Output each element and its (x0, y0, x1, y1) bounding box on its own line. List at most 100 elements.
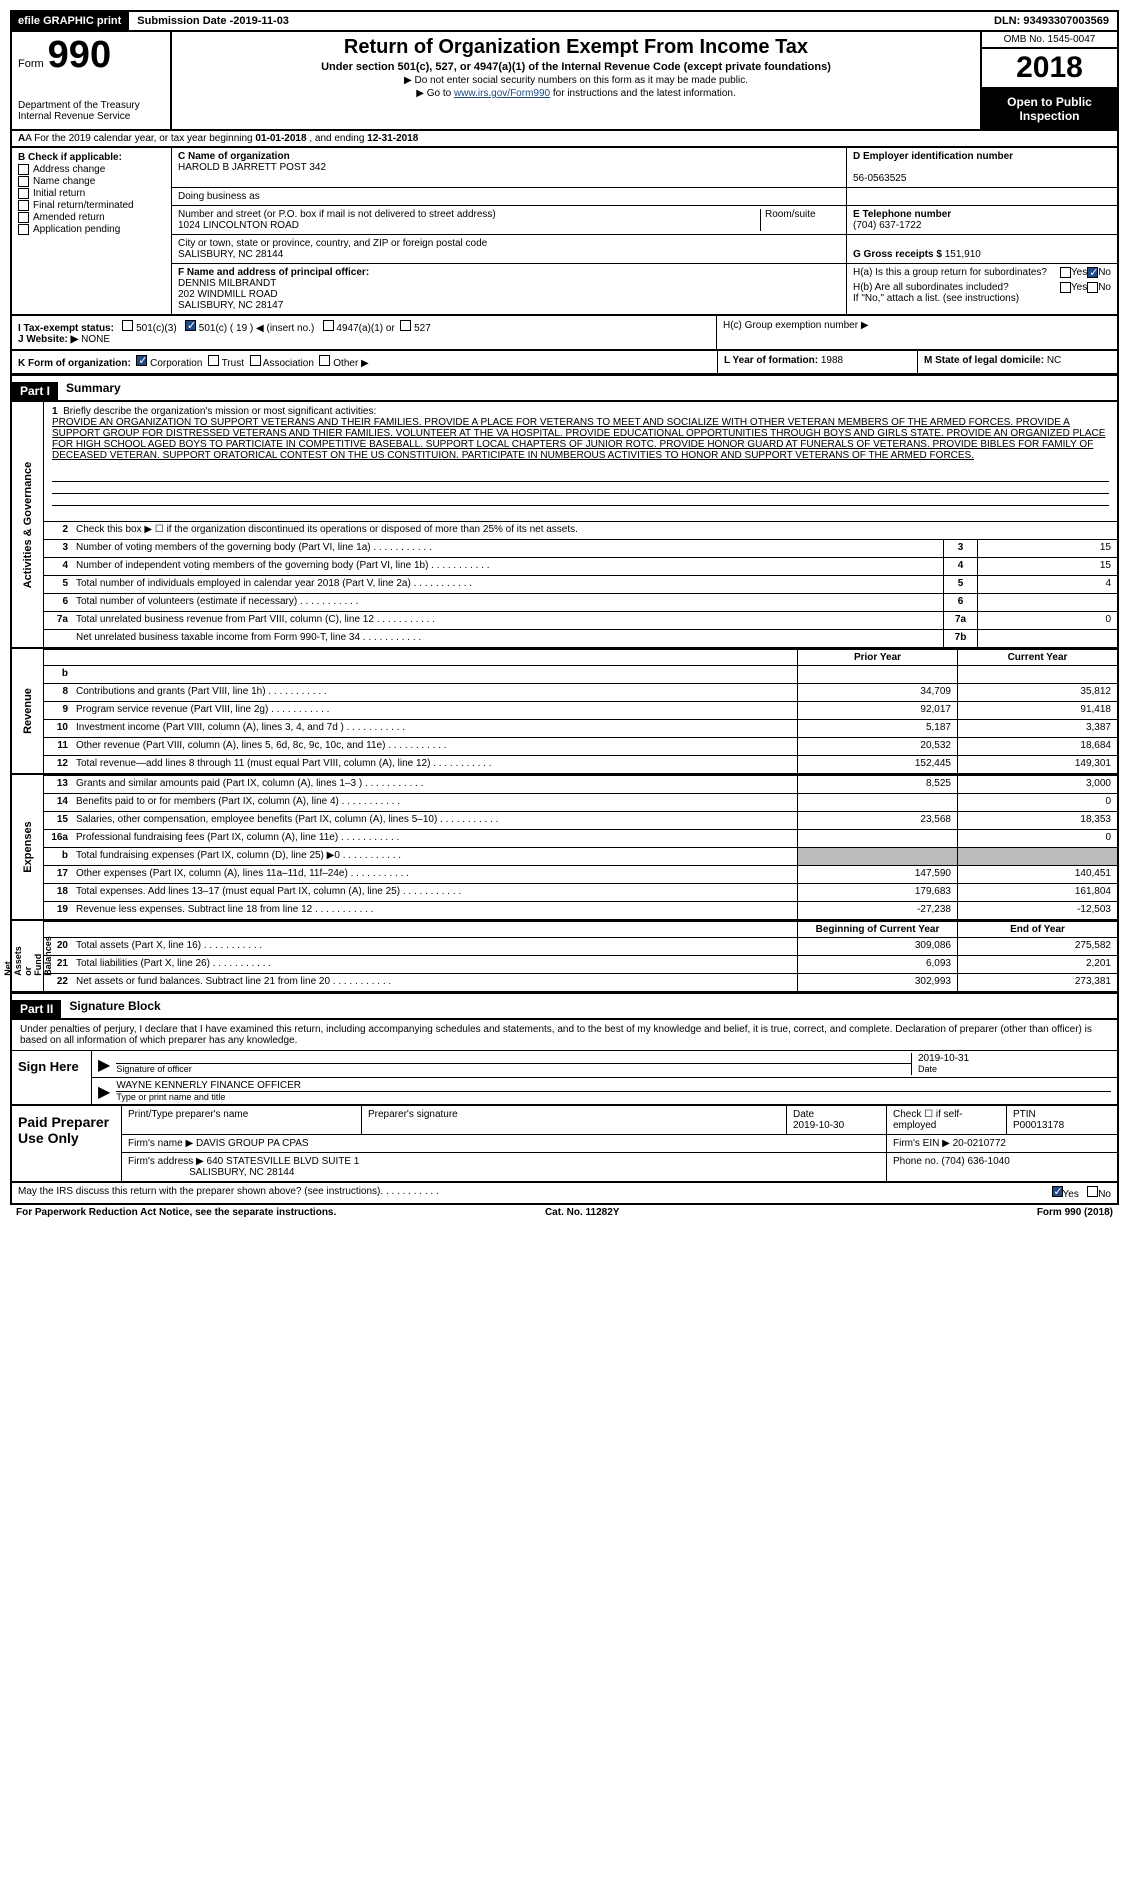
firm-ein: Firm's EIN ▶ 20-0210772 (887, 1135, 1117, 1152)
room-suite: Room/suite (760, 209, 840, 231)
data-line: 22Net assets or fund balances. Subtract … (44, 973, 1117, 991)
expenses-section: Expenses 13Grants and similar amounts pa… (10, 775, 1119, 921)
org-name-cell: C Name of organization HAROLD B JARRETT … (172, 148, 847, 187)
section-h: H(a) Is this a group return for subordin… (847, 264, 1117, 314)
instructions-note: ▶ Go to www.irs.gov/Form990 for instruct… (180, 88, 972, 99)
firm-phone: Phone no. (704) 636-1040 (887, 1153, 1117, 1181)
signature-block: Under penalties of perjury, I declare th… (10, 1019, 1119, 1106)
mission-block: 1 Briefly describe the organization's mi… (44, 402, 1117, 521)
column-headers-revenue: Prior Year Current Year (44, 649, 1117, 665)
data-line: 8Contributions and grants (Part VIII, li… (44, 683, 1117, 701)
preparer-name-label: Print/Type preparer's name (122, 1106, 362, 1134)
chk-initial-return[interactable] (18, 188, 29, 199)
chk-527[interactable] (400, 320, 411, 331)
submission-date: Submission Date - 2019-11-03 (127, 12, 297, 30)
gov-line: 4Number of independent voting members of… (44, 557, 1117, 575)
part-i-header: Part I Summary (10, 375, 1119, 401)
open-inspection: Open to Public Inspection (982, 89, 1117, 129)
column-headers-netassets: Beginning of Current Year End of Year (44, 921, 1117, 937)
top-bar: efile GRAPHIC print Submission Date - 20… (10, 10, 1119, 32)
data-line: 9Program service revenue (Part VIII, lin… (44, 701, 1117, 719)
data-line: 21Total liabilities (Part X, line 26)6,0… (44, 955, 1117, 973)
entity-info-block: B Check if applicable: Address change Na… (10, 148, 1119, 316)
preparer-sig-label: Preparer's signature (362, 1106, 787, 1134)
discuss-no[interactable] (1087, 1186, 1098, 1197)
street-cell: Number and street (or P.O. box if mail i… (178, 209, 760, 231)
vtab-revenue: Revenue (22, 688, 34, 734)
gross-receipts: G Gross receipts $ 151,910 (847, 235, 1117, 263)
firm-address: Firm's address ▶ 640 STATESVILLE BLVD SU… (122, 1153, 887, 1181)
ein-cell: D Employer identification number 56-0563… (847, 148, 1117, 187)
form-number: Form 990 (18, 36, 164, 74)
data-line: 14Benefits paid to or for members (Part … (44, 793, 1117, 811)
form-header: Form 990 Department of the Treasury Inte… (10, 32, 1119, 131)
vtab-expenses: Expenses (22, 821, 34, 872)
officer-cell: F Name and address of principal officer:… (172, 264, 847, 314)
chk-other[interactable] (319, 355, 330, 366)
chk-trust[interactable] (208, 355, 219, 366)
discuss-row: May the IRS discuss this return with the… (10, 1183, 1119, 1205)
data-line: 16aProfessional fundraising fees (Part I… (44, 829, 1117, 847)
revenue-section: Revenue Prior Year Current Year b8Contri… (10, 649, 1119, 775)
data-line: 19Revenue less expenses. Subtract line 1… (44, 901, 1117, 919)
ha-no[interactable] (1087, 267, 1098, 278)
chk-501c[interactable] (185, 320, 196, 331)
governance-section: Activities & Governance 1 Briefly descri… (10, 401, 1119, 649)
row-a-tax-year: AA For the 2019 calendar year, or tax ye… (10, 131, 1119, 148)
dba-cell: Doing business as (172, 188, 847, 205)
city-cell: City or town, state or province, country… (172, 235, 847, 263)
data-line: bTotal fundraising expenses (Part IX, co… (44, 847, 1117, 865)
gov-line: 3Number of voting members of the governi… (44, 539, 1117, 557)
preparer-date: Date2019-10-30 (787, 1106, 887, 1134)
vtab-governance: Activities & Governance (22, 461, 34, 588)
ssn-note: ▶ Do not enter social security numbers o… (180, 75, 972, 86)
self-employed-check: Check ☐ if self-employed (887, 1106, 1007, 1134)
chk-4947[interactable] (323, 320, 334, 331)
form-title: Return of Organization Exempt From Incom… (180, 36, 972, 59)
efile-badge: efile GRAPHIC print (12, 12, 127, 30)
chk-app-pending[interactable] (18, 224, 29, 235)
chk-assoc[interactable] (250, 355, 261, 366)
hb-yes[interactable] (1060, 282, 1071, 293)
firm-name: Firm's name ▶ DAVIS GROUP PA CPAS (122, 1135, 887, 1152)
chk-501c3[interactable] (122, 320, 133, 331)
data-line: 20Total assets (Part X, line 16)309,0862… (44, 937, 1117, 955)
irs-link[interactable]: www.irs.gov/Form990 (454, 88, 550, 99)
section-i: I Tax-exempt status: 501(c)(3) 501(c) ( … (12, 316, 717, 349)
chk-address-change[interactable] (18, 164, 29, 175)
phone-cell: E Telephone number (704) 637-1722 (847, 206, 1117, 234)
ha-yes[interactable] (1060, 267, 1071, 278)
gov-line: Net unrelated business taxable income fr… (44, 629, 1117, 647)
vtab-netassets: Net Assets or Fund Balances (3, 936, 53, 976)
page-footer: For Paperwork Reduction Act Notice, see … (10, 1205, 1119, 1220)
section-k: K Form of organization: Corporation Trus… (10, 351, 1119, 375)
part-ii-header: Part II Signature Block (10, 993, 1119, 1019)
dln: DLN: 93493307003569 (986, 13, 1117, 29)
data-line: 18Total expenses. Add lines 13–17 (must … (44, 883, 1117, 901)
data-line: 10Investment income (Part VIII, column (… (44, 719, 1117, 737)
gov-line: 5Total number of individuals employed in… (44, 575, 1117, 593)
sign-here-label: Sign Here (12, 1051, 92, 1104)
arrow-icon: ▶ (98, 1082, 110, 1102)
omb-number: OMB No. 1545-0047 (982, 32, 1117, 49)
chk-amended[interactable] (18, 212, 29, 223)
gov-line: 7aTotal unrelated business revenue from … (44, 611, 1117, 629)
gov-line: 6Total number of volunteers (estimate if… (44, 593, 1117, 611)
section-hc: H(c) Group exemption number ▶ (717, 316, 1117, 349)
gov-line: 2Check this box ▶ ☐ if the organization … (44, 521, 1117, 539)
netassets-section: Net Assets or Fund Balances Beginning of… (10, 921, 1119, 993)
preparer-block: Paid Preparer Use Only Print/Type prepar… (10, 1106, 1119, 1183)
hb-no[interactable] (1087, 282, 1098, 293)
dept-treasury: Department of the Treasury Internal Reve… (18, 100, 164, 122)
data-line: 15Salaries, other compensation, employee… (44, 811, 1117, 829)
ptin: PTINP00013178 (1007, 1106, 1117, 1134)
data-line: 13Grants and similar amounts paid (Part … (44, 775, 1117, 793)
data-line: 11Other revenue (Part VIII, column (A), … (44, 737, 1117, 755)
chk-corp[interactable] (136, 355, 147, 366)
chk-final-return[interactable] (18, 200, 29, 211)
data-line: b (44, 665, 1117, 683)
chk-name-change[interactable] (18, 176, 29, 187)
section-b: B Check if applicable: Address change Na… (12, 148, 172, 314)
data-line: 12Total revenue—add lines 8 through 11 (… (44, 755, 1117, 773)
discuss-yes[interactable] (1052, 1186, 1063, 1197)
